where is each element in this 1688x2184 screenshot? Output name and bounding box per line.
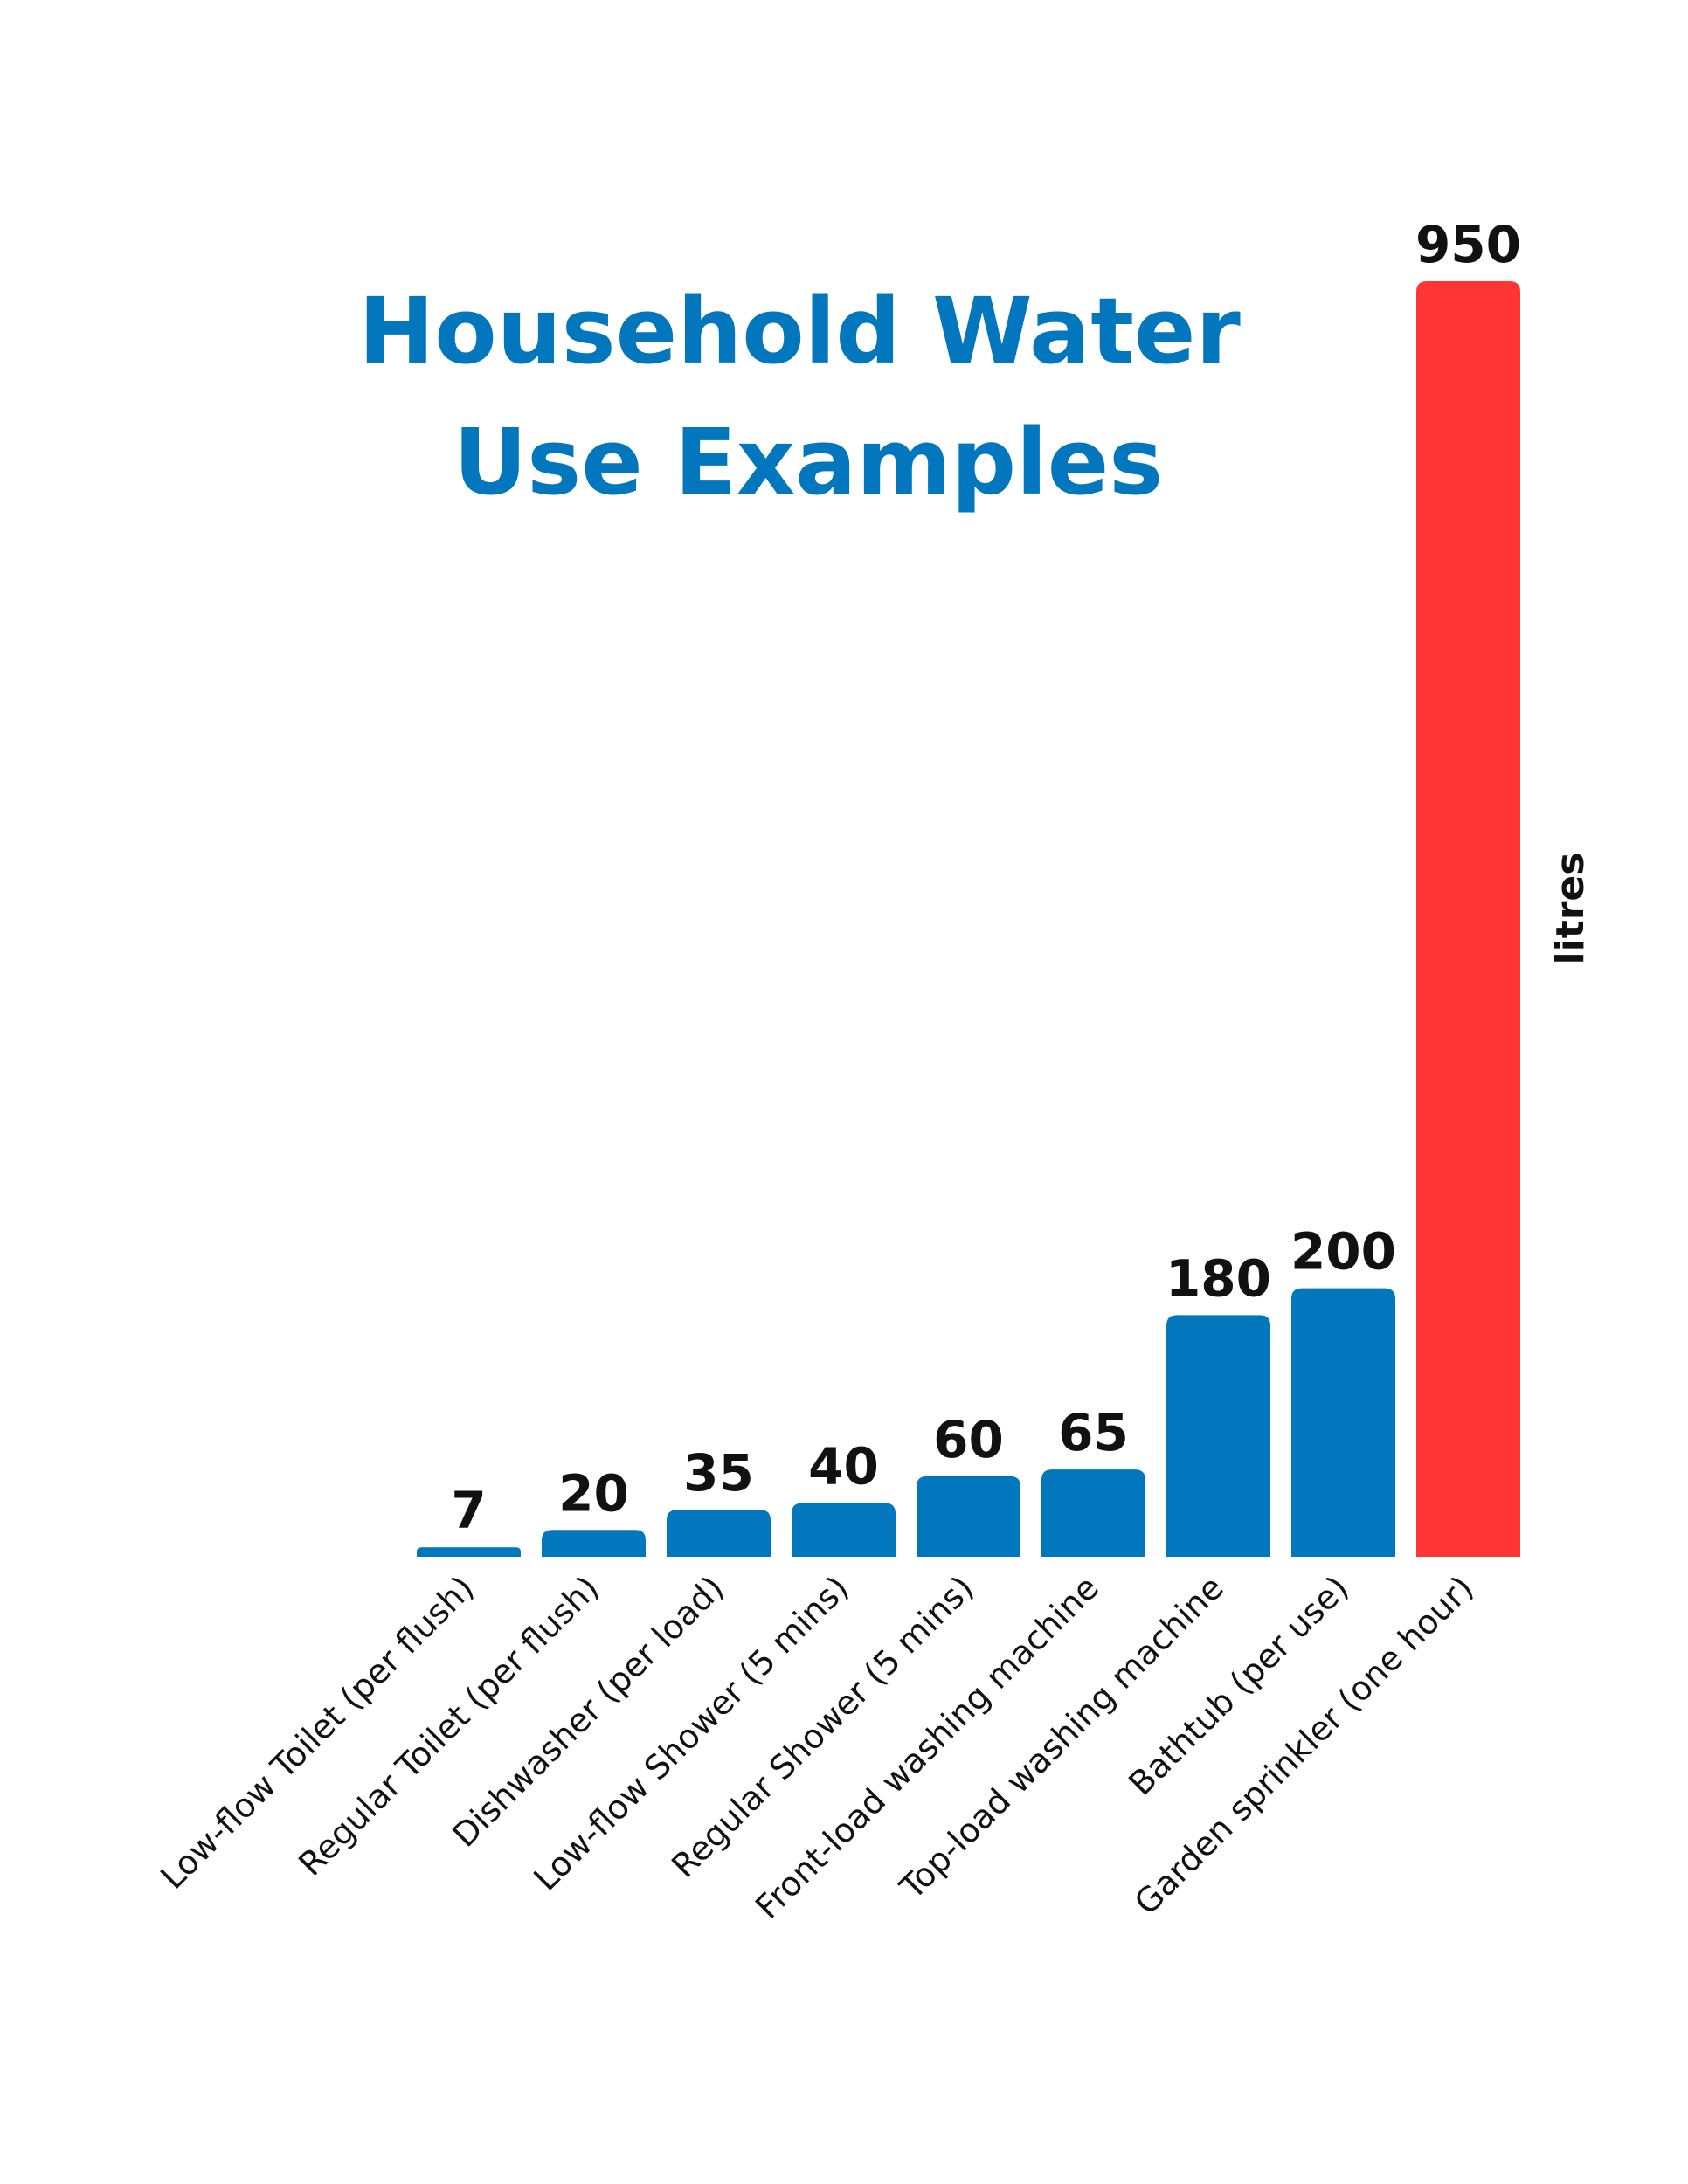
bar-1 — [417, 1547, 521, 1557]
bar-value-label-4: 40 — [808, 1437, 879, 1496]
bar-value-label-8: 200 — [1290, 1222, 1396, 1282]
y-axis-unit-label: litres — [1548, 853, 1593, 965]
chart-title: Household Water Use Examples — [358, 278, 1240, 515]
bars-layer — [417, 281, 1520, 1557]
bar-value-label-9: 950 — [1415, 215, 1521, 274]
bar-6 — [1041, 1469, 1145, 1557]
category-label-8: Bathtub (per use) — [1121, 1568, 1355, 1802]
bar-3 — [667, 1510, 771, 1557]
bar-9 — [1416, 281, 1520, 1557]
bar-value-label-5: 60 — [933, 1410, 1004, 1469]
bar-2 — [542, 1530, 646, 1557]
bar-value-label-1: 7 — [451, 1481, 486, 1540]
chart-title-line-2: Use Examples — [453, 409, 1163, 515]
chart-title-line-1: Household Water — [358, 278, 1240, 384]
value-labels-layer: 7 20 35 40 60 65 180 200 950 — [451, 215, 1521, 1540]
bar-5 — [917, 1476, 1020, 1557]
bar-4 — [792, 1503, 896, 1557]
category-labels-layer: Low-flow Toilet (per flush)Regular Toile… — [153, 1568, 1481, 1926]
bar-8 — [1291, 1288, 1395, 1557]
bar-7 — [1166, 1315, 1270, 1557]
bar-value-label-3: 35 — [683, 1443, 754, 1503]
bar-value-label-2: 20 — [558, 1463, 629, 1523]
bar-value-label-6: 65 — [1058, 1403, 1129, 1462]
bar-value-label-7: 180 — [1166, 1248, 1271, 1308]
